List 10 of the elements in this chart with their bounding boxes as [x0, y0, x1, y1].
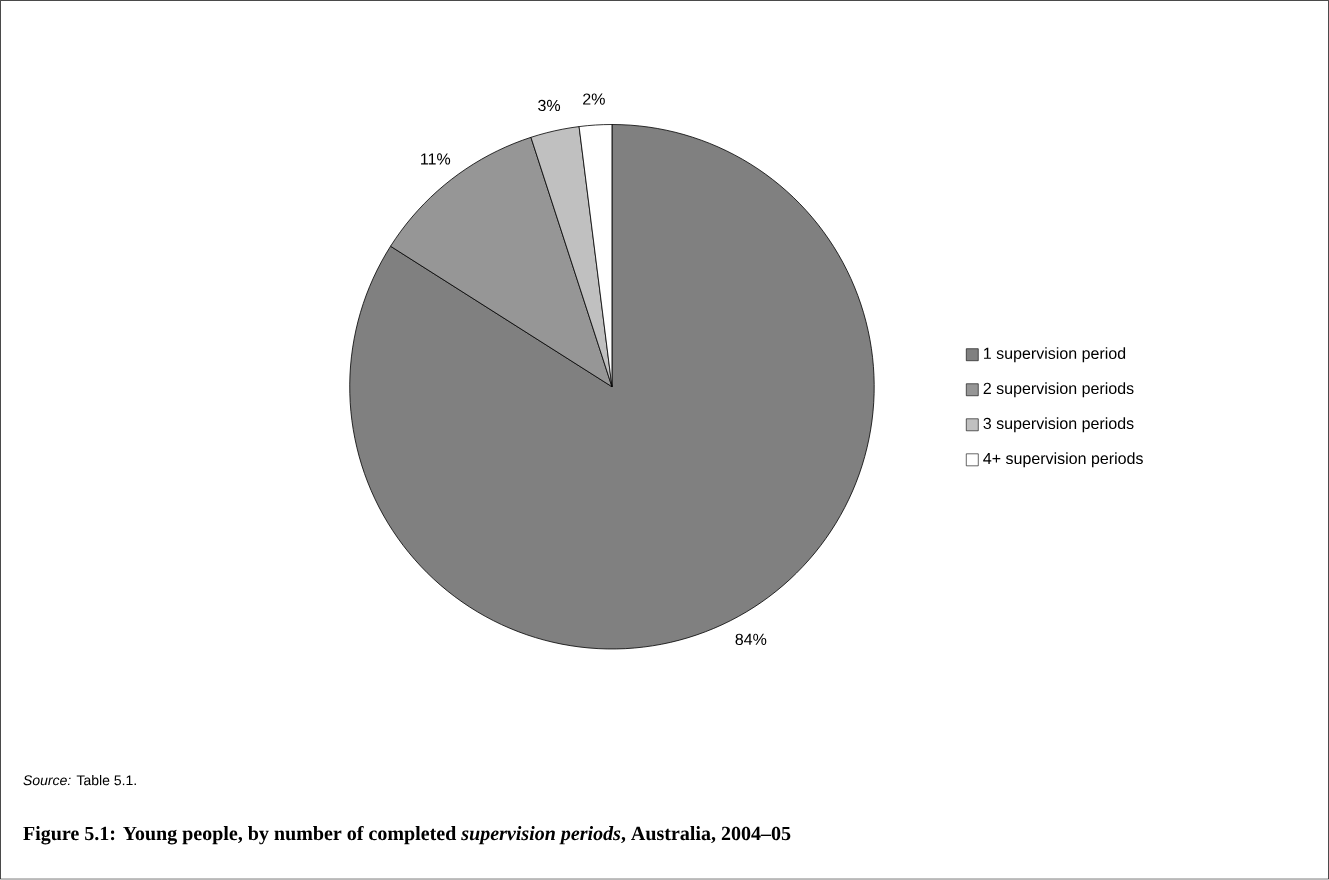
data-label: 3%: [538, 99, 561, 112]
data-label: 11%: [421, 153, 451, 165]
text: Source: Table 5.1.: [23, 775, 136, 786]
legend-label: 2 supervision periods: [983, 382, 1134, 398]
legend-label: 3 supervision periods: [983, 417, 1134, 433]
text: Figure 5.1: Young people, by number of completed supervision periods, Australia, 2004–05: [23, 826, 791, 845]
legend-label: 4+ supervision periods: [983, 452, 1143, 468]
legend-label: 1 supervision period: [984, 347, 1126, 363]
data-label: 2%: [583, 93, 605, 105]
data-label: 84%: [735, 633, 767, 646]
